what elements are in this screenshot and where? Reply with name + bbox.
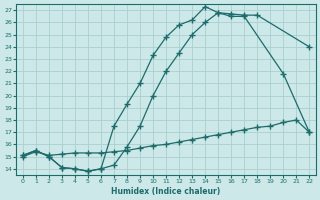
X-axis label: Humidex (Indice chaleur): Humidex (Indice chaleur) [111, 187, 221, 196]
